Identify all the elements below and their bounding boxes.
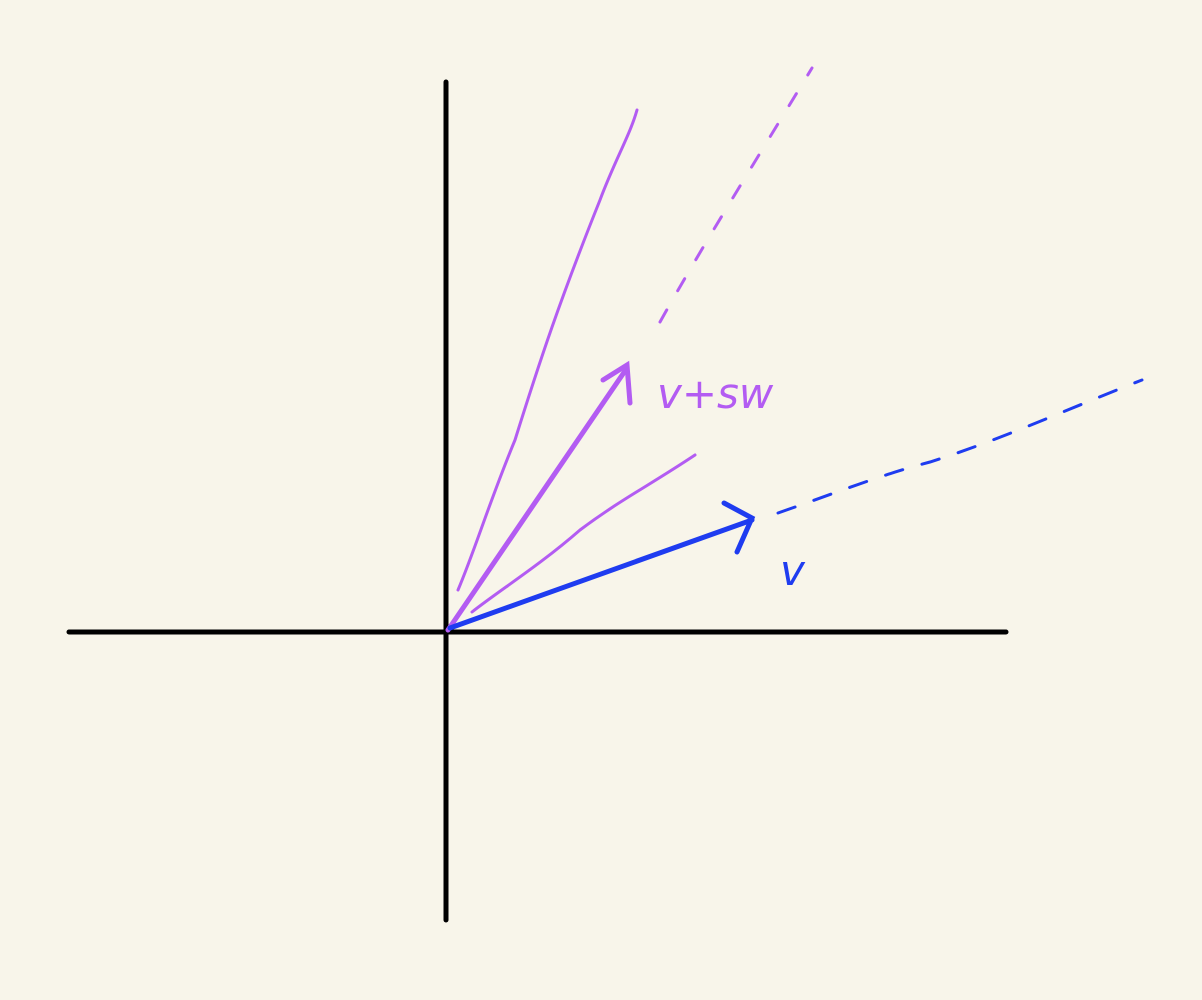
fan-lines	[456, 66, 814, 614]
fan-line-steep	[456, 108, 639, 592]
label-v-plus-sw: v+sw	[657, 369, 774, 418]
vector-v-arrowhead	[721, 500, 756, 555]
axes	[66, 79, 1009, 923]
label-v: v	[780, 546, 806, 595]
vector-v-shaft	[447, 517, 755, 631]
vector-v-plus-sw	[445, 360, 633, 633]
fan-line-dashed-extension	[658, 66, 814, 324]
vector-v-plus-sw-arrowhead	[600, 360, 633, 406]
vector-v	[447, 500, 756, 631]
line-through-v-dashed	[776, 378, 1144, 515]
vector-v-plus-sw-shaft	[445, 365, 630, 633]
fan-line-shallow	[470, 453, 697, 614]
